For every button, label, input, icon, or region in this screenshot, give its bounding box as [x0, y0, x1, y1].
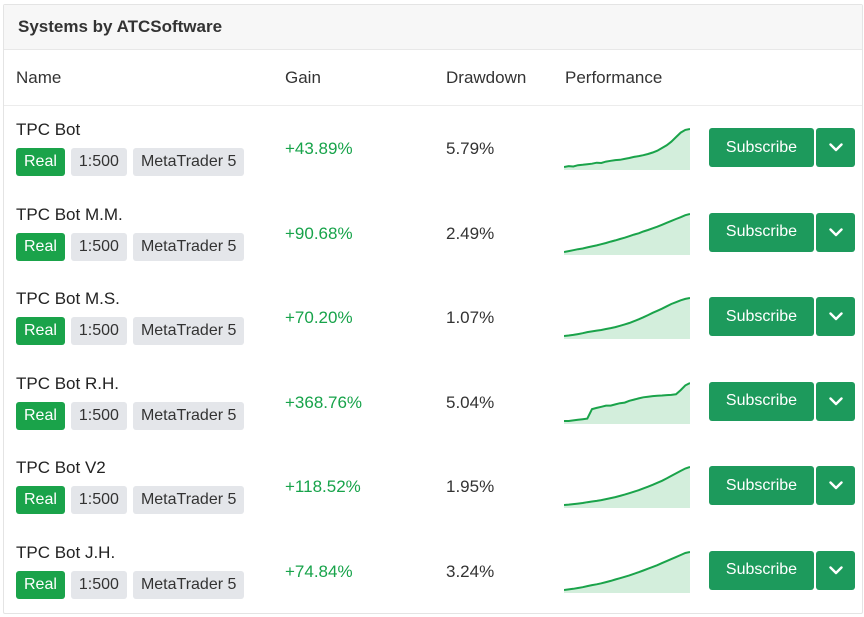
subscribe-button-group: Subscribe	[709, 466, 855, 505]
sparkline-area	[564, 213, 690, 255]
system-badges: Real 1:500 MetaTrader 5	[16, 570, 245, 599]
system-badges: Real 1:500 MetaTrader 5	[16, 401, 245, 430]
sparkline-area	[564, 382, 690, 424]
subscribe-dropdown-button[interactable]	[816, 466, 855, 505]
platform-badge: MetaTrader 5	[132, 232, 245, 261]
drawdown-value: 3.24%	[446, 561, 495, 581]
system-badges: Real 1:500 MetaTrader 5	[16, 317, 245, 345]
table-row: TPC Bot J.H. Real 1:500 MetaTrader 5 +74…	[4, 529, 862, 614]
panel-title: Systems by ATCSoftware	[4, 5, 862, 50]
system-name-link[interactable]: TPC Bot J.H.	[16, 542, 116, 562]
subscribe-button-group: Subscribe	[709, 128, 855, 167]
leverage-badge: 1:500	[70, 486, 127, 514]
subscribe-button[interactable]: Subscribe	[709, 550, 814, 590]
subscribe-dropdown-button[interactable]	[816, 381, 855, 421]
drawdown-value: 1.07%	[446, 308, 495, 327]
system-name-link[interactable]: TPC Bot	[16, 120, 81, 139]
subscribe-dropdown-button[interactable]	[816, 128, 855, 167]
subscribe-button[interactable]: Subscribe	[709, 466, 814, 505]
chevron-down-icon	[828, 481, 843, 490]
column-performance: Performance	[565, 68, 663, 87]
subscribe-button[interactable]: Subscribe	[709, 297, 814, 336]
subscribe-button-group: Subscribe	[709, 381, 855, 421]
account-type-badge: Real	[16, 486, 65, 514]
sparkline-area	[564, 467, 690, 508]
subscribe-button-group: Subscribe	[709, 212, 855, 252]
chevron-down-icon	[828, 396, 843, 405]
systems-panel: Systems by ATCSoftware Name Gain Drawdow…	[3, 4, 863, 614]
chevron-down-icon	[828, 312, 843, 321]
sparkline-area	[564, 129, 690, 170]
sparkline-line	[564, 212, 690, 253]
sparkline-line	[564, 550, 690, 591]
gain-value: +70.20%	[285, 308, 353, 327]
systems-list: TPC Bot Real 1:500 MetaTrader 5 +43.89% …	[4, 106, 862, 613]
performance-sparkline	[564, 550, 690, 593]
subscribe-button-group: Subscribe	[709, 550, 855, 590]
table-row: TPC Bot M.M. Real 1:500 MetaTrader 5 +90…	[4, 191, 862, 276]
sparkline-area	[564, 551, 690, 593]
chevron-down-icon	[828, 143, 843, 152]
table-row: TPC Bot V2 Real 1:500 MetaTrader 5 +118.…	[4, 444, 862, 529]
column-name: Name	[16, 68, 62, 87]
account-type-badge: Real	[16, 570, 65, 599]
column-gain: Gain	[285, 68, 321, 87]
system-name-link[interactable]: TPC Bot M.M.	[16, 204, 123, 224]
sparkline-line	[564, 297, 690, 337]
subscribe-button[interactable]: Subscribe	[709, 212, 814, 252]
subscribe-dropdown-button[interactable]	[816, 212, 855, 252]
subscribe-button[interactable]: Subscribe	[709, 128, 814, 167]
account-type-badge: Real	[16, 401, 65, 430]
table-row: TPC Bot Real 1:500 MetaTrader 5 +43.89% …	[4, 106, 862, 191]
gain-value: +43.89%	[285, 139, 353, 158]
column-drawdown: Drawdown	[446, 68, 527, 87]
platform-badge: MetaTrader 5	[132, 317, 245, 345]
system-name-link[interactable]: TPC Bot V2	[16, 458, 106, 477]
system-badges: Real 1:500 MetaTrader 5	[16, 486, 245, 514]
performance-sparkline	[564, 128, 690, 170]
system-name-link[interactable]: TPC Bot M.S.	[16, 289, 120, 308]
performance-sparkline	[564, 297, 690, 339]
drawdown-value: 5.79%	[446, 139, 495, 158]
chevron-down-icon	[828, 565, 843, 574]
chevron-down-icon	[828, 227, 843, 236]
leverage-badge: 1:500	[70, 232, 127, 261]
sparkline-line	[564, 466, 690, 506]
platform-badge: MetaTrader 5	[132, 486, 245, 514]
system-name-link[interactable]: TPC Bot R.H.	[16, 373, 119, 393]
gain-value: +368.76%	[285, 392, 363, 412]
system-badges: Real 1:500 MetaTrader 5	[16, 232, 245, 261]
gain-value: +118.52%	[285, 477, 361, 496]
leverage-badge: 1:500	[70, 570, 127, 599]
account-type-badge: Real	[16, 232, 65, 261]
performance-sparkline	[564, 381, 690, 424]
sparkline-line	[564, 381, 690, 422]
table-row: TPC Bot R.H. Real 1:500 MetaTrader 5 +36…	[4, 360, 862, 445]
gain-value: +90.68%	[285, 223, 353, 243]
system-badges: Real 1:500 MetaTrader 5	[16, 148, 245, 176]
table-header: Name Gain Drawdown Performance	[4, 50, 862, 106]
account-type-badge: Real	[16, 317, 65, 345]
sparkline-line	[564, 128, 690, 168]
drawdown-value: 2.49%	[446, 223, 495, 243]
platform-badge: MetaTrader 5	[132, 148, 245, 176]
subscribe-button-group: Subscribe	[709, 297, 855, 336]
drawdown-value: 5.04%	[446, 392, 495, 412]
table-row: TPC Bot M.S. Real 1:500 MetaTrader 5 +70…	[4, 275, 862, 360]
leverage-badge: 1:500	[70, 317, 127, 345]
leverage-badge: 1:500	[70, 401, 127, 430]
drawdown-value: 1.95%	[446, 477, 495, 496]
leverage-badge: 1:500	[70, 148, 127, 176]
platform-badge: MetaTrader 5	[132, 401, 245, 430]
sparkline-area	[564, 298, 690, 339]
performance-sparkline	[564, 466, 690, 508]
performance-sparkline	[564, 212, 690, 255]
subscribe-button[interactable]: Subscribe	[709, 381, 814, 421]
gain-value: +74.84%	[285, 561, 353, 581]
account-type-badge: Real	[16, 148, 65, 176]
platform-badge: MetaTrader 5	[132, 570, 245, 599]
subscribe-dropdown-button[interactable]	[816, 297, 855, 336]
subscribe-dropdown-button[interactable]	[816, 550, 855, 590]
